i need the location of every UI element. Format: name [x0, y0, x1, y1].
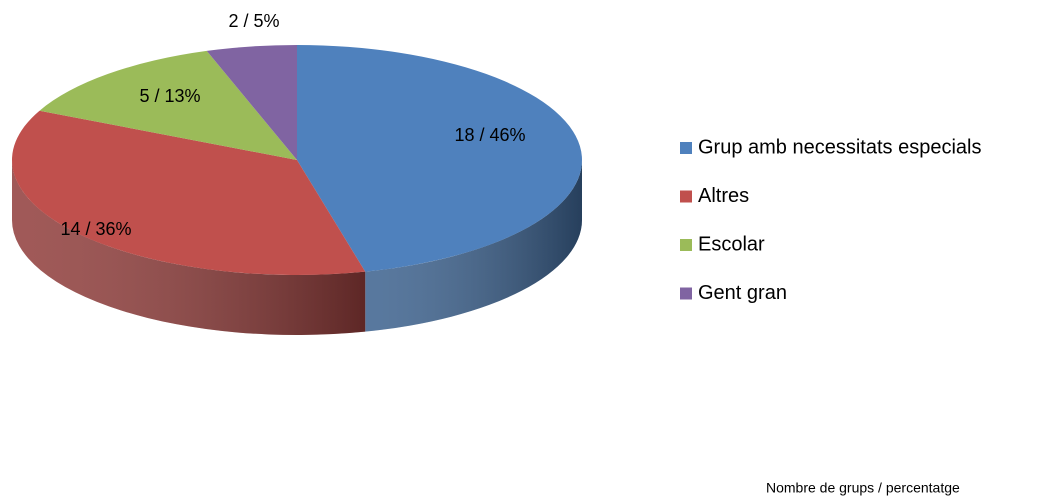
pie-side-shade: [365, 160, 582, 332]
pie-slice: [39, 50, 297, 161]
pie-tops: [11, 45, 582, 275]
data-label: 14 / 36%: [60, 219, 131, 239]
pie-side-shade: [12, 160, 366, 335]
legend-swatch: [680, 287, 692, 300]
data-label: 2 / 5%: [228, 11, 279, 31]
legend-swatch: [680, 190, 692, 203]
legend-swatch: [680, 142, 692, 154]
data-label: 18 / 46%: [454, 125, 525, 145]
pie-slice: [11, 110, 366, 275]
legend-label: Altres: [698, 185, 749, 207]
pie-slice: [206, 45, 297, 160]
annotation: Nombre de grups / percentatge: [766, 480, 960, 496]
data-label: 5 / 13%: [139, 86, 200, 106]
legend-label: Grup amb necessitats especials: [698, 136, 981, 158]
pie-sides: [12, 160, 582, 335]
legend-label: Escolar: [698, 233, 765, 255]
legend-swatch: [680, 239, 692, 251]
pie-slice: [297, 45, 582, 272]
legend-label: Gent gran: [698, 282, 787, 304]
